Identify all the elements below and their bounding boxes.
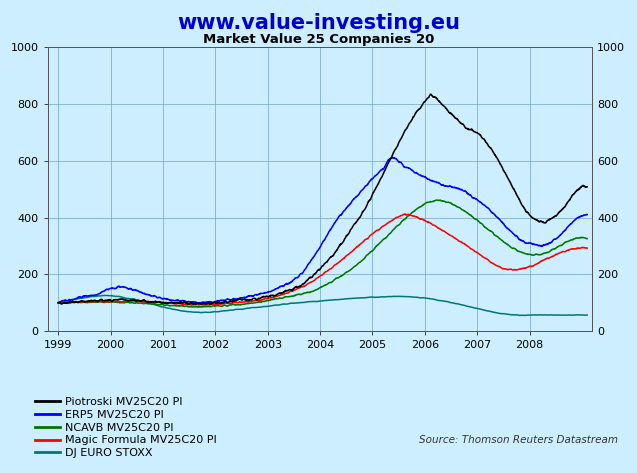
Text: Source: Thomson Reuters Datastream: Source: Thomson Reuters Datastream — [419, 435, 618, 445]
Text: www.value-investing.eu: www.value-investing.eu — [177, 13, 460, 33]
Text: Market Value 25 Companies 20: Market Value 25 Companies 20 — [203, 33, 434, 46]
Legend: Piotroski MV25C20 PI, ERP5 MV25C20 PI, NCAVB MV25C20 PI, Magic Formula MV25C20 P: Piotroski MV25C20 PI, ERP5 MV25C20 PI, N… — [31, 393, 222, 463]
